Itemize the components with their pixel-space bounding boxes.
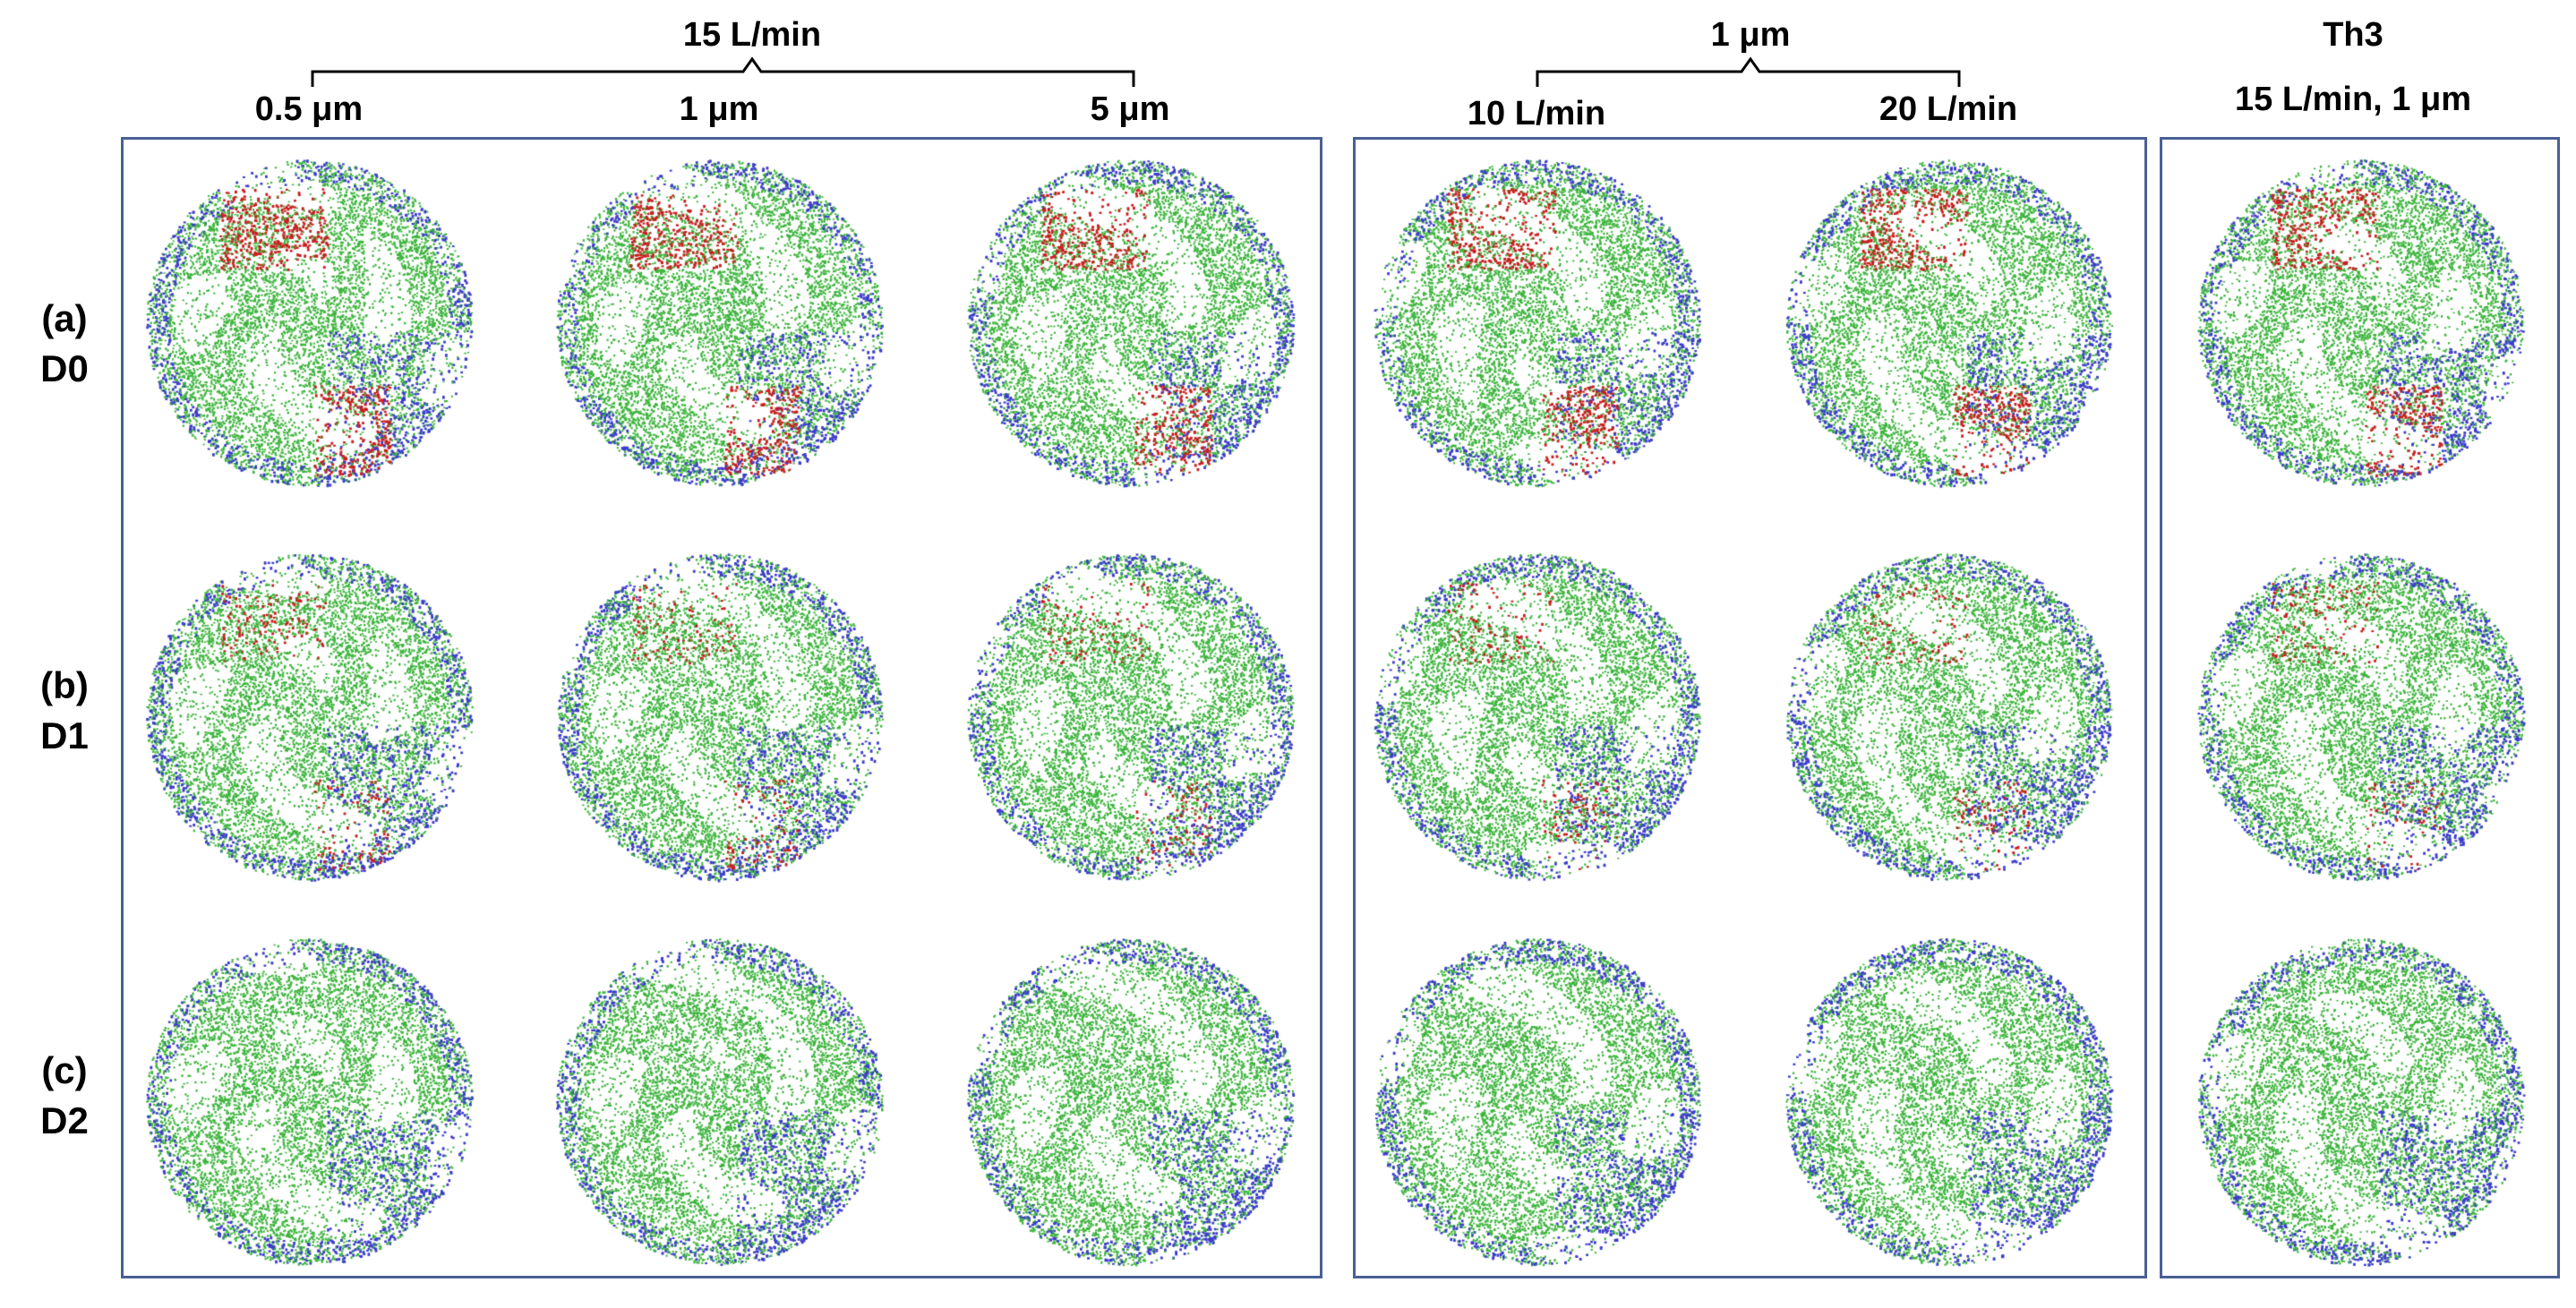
particle-map-b-10-lpm [1366,546,1707,886]
group-label-15-lpm: 15 L/min [682,16,822,54]
row-label-a: (a) D0 [40,300,89,400]
particle-map-a-5um [960,152,1300,492]
column-label-1um: 1 μm [679,90,759,128]
particle-map-c-th3 [2190,931,2530,1271]
particle-map-a-1um [549,152,889,492]
panel-frame-15-lpm [121,137,1322,1278]
particle-map-b-1um [549,546,889,886]
row-name: D1 [40,714,89,757]
particle-map-c-1um [549,931,889,1271]
column-label-th3-condition: 15 L/min, 1 μm [2235,81,2471,118]
column-label-10-lpm: 10 L/min [1467,95,1606,133]
particle-map-a-20-lpm [1778,152,2118,492]
particle-map-b-5um [960,546,1300,886]
group-label-1um: 1 μm [1710,16,1791,54]
panel-frame-th3 [2160,137,2560,1278]
particle-map-b-th3 [2190,546,2530,886]
particle-map-a-0-5um [139,152,479,492]
row-name: D0 [40,347,89,389]
particle-map-c-5um [960,931,1300,1271]
row-letter: (a) [41,297,88,339]
bracket-15-lpm [311,56,1135,87]
column-label-20-lpm: 20 L/min [1879,90,2018,128]
column-label-0-5um: 0.5 μm [254,90,364,128]
bracket-1um [1536,56,1961,87]
particle-map-a-th3 [2190,152,2530,492]
particle-map-a-10-lpm [1366,152,1707,492]
row-label-c: (c) D2 [40,1052,89,1152]
particle-map-b-0-5um [139,546,479,886]
row-letter: (c) [41,1049,88,1091]
column-label-5um: 5 μm [1090,90,1170,128]
row-label-b: (b) D1 [40,667,89,767]
particle-map-c-10-lpm [1366,931,1707,1271]
row-name: D2 [40,1099,89,1141]
panel-frame-1um [1353,137,2147,1278]
particle-map-c-20-lpm [1778,931,2118,1271]
group-label-th3: Th3 [2323,16,2383,54]
particle-map-c-0-5um [139,931,479,1271]
row-letter: (b) [40,664,89,706]
particle-map-b-20-lpm [1778,546,2118,886]
